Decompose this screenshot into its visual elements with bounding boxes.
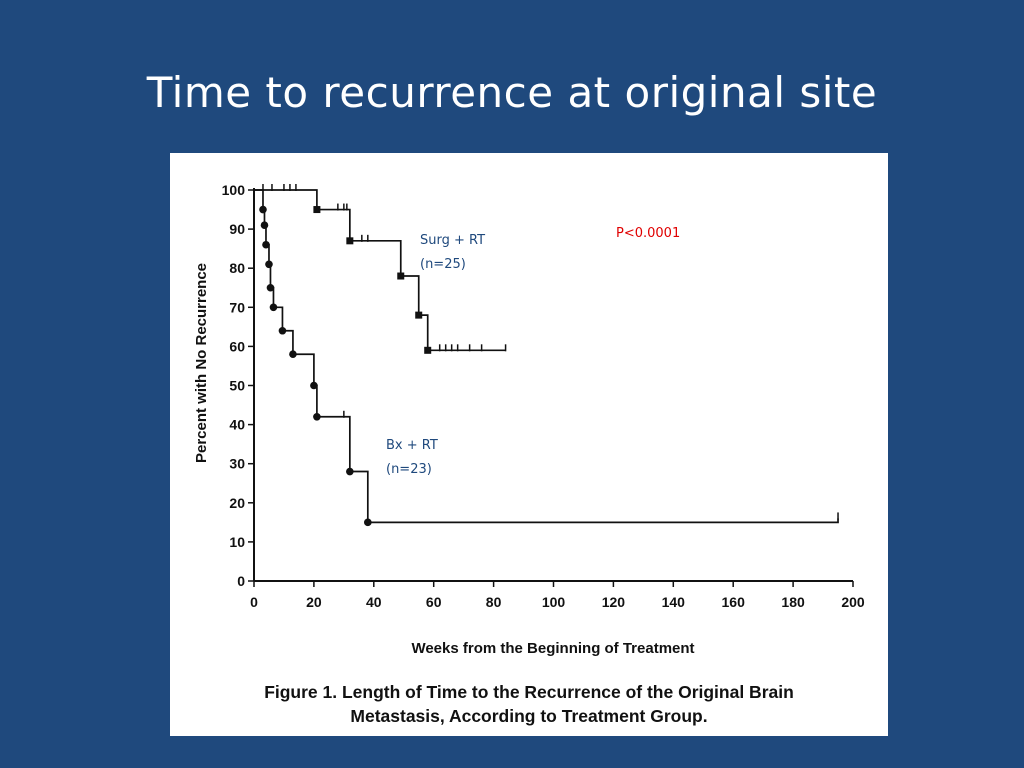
event-marker-bx-rt-12: [364, 518, 372, 527]
figure-caption: Figure 1. Length of Time to the Recurren…: [170, 680, 888, 728]
event-marker-bx-rt-5: [266, 283, 275, 292]
y-tick-label-60: 60: [229, 338, 245, 354]
x-tick-label-200: 200: [841, 594, 865, 610]
series-n-bx-rt: (n=23): [386, 462, 432, 477]
x-tick-label-40: 40: [366, 594, 382, 610]
x-tick-label-180: 180: [781, 594, 805, 610]
event-marker-bx-rt-4: [265, 260, 273, 269]
event-marker-bx-rt-11: [346, 467, 354, 476]
series-label-surg-rt: Surg + RT: [420, 233, 485, 248]
y-tick-label-50: 50: [229, 378, 245, 394]
axes: 0 10 20 30 40 50 60 70 80 90 100 0 20 40 60 80 100 120 140…: [222, 182, 865, 610]
y-tick-label-80: 80: [229, 260, 245, 276]
y-tick-label-90: 90: [229, 221, 245, 237]
event-marker-bx-rt-6: [269, 303, 278, 312]
p-value: P<0.0001: [616, 226, 680, 241]
series-label-bx-rt: Bx + RT: [386, 438, 438, 453]
series-line-surg-rt: [254, 189, 506, 352]
y-tick-label-10: 10: [229, 534, 245, 550]
series-line-bx-rt: [254, 189, 839, 524]
x-tick-label-120: 120: [602, 594, 626, 610]
x-tick-label-160: 160: [722, 594, 746, 610]
event-marker-bx-rt-2: [260, 221, 269, 229]
y-tick-label-40: 40: [229, 417, 245, 433]
event-marker-bx-rt-3: [262, 240, 270, 249]
y-tick-label-20: 20: [229, 495, 245, 511]
event-marker-surg-rt-4: [415, 311, 423, 319]
caption-line-1: Figure 1. Length of Time to the Recurren…: [264, 682, 794, 702]
x-tick-label-140: 140: [662, 594, 686, 610]
x-tick-label-80: 80: [486, 594, 502, 610]
slide-title: Time to recurrence at original site: [146, 68, 878, 117]
y-tick-label-100: 100: [222, 182, 246, 198]
series-layer: [254, 184, 839, 527]
figure-panel: 0 10 20 30 40 50 60 70 80 90 100 0 20 40 60 80 100 120 140…: [170, 153, 888, 736]
event-marker-bx-rt-1: [259, 205, 267, 214]
caption-line-2: Metastasis, According to Treatment Group…: [350, 706, 708, 726]
event-marker-bx-rt-7: [278, 326, 287, 335]
series-n-surg-rt: (n=25): [420, 257, 466, 272]
x-tick-label-60: 60: [426, 594, 442, 610]
y-axis-label: Percent with No Recurrence: [193, 263, 210, 463]
event-marker-surg-rt-3: [397, 272, 405, 280]
event-marker-surg-rt-1: [313, 206, 321, 214]
event-marker-bx-rt-8: [289, 350, 297, 359]
y-tick-label-70: 70: [229, 299, 245, 315]
y-tick-label-0: 0: [237, 573, 245, 589]
x-tick-label-20: 20: [306, 594, 322, 610]
x-axis-label: Weeks from the Beginning of Treatment: [411, 640, 694, 657]
event-marker-bx-rt-10: [313, 412, 321, 421]
y-tick-label-30: 30: [229, 456, 245, 472]
event-marker-bx-rt-9: [310, 381, 318, 390]
x-tick-label-100: 100: [542, 594, 566, 610]
survival-chart: 0 10 20 30 40 50 60 70 80 90 100 0 20 40 60 80 100 120 140…: [193, 182, 865, 657]
event-marker-surg-rt-5: [424, 346, 432, 354]
event-marker-surg-rt-2: [346, 237, 354, 245]
x-tick-label-0: 0: [250, 594, 258, 610]
